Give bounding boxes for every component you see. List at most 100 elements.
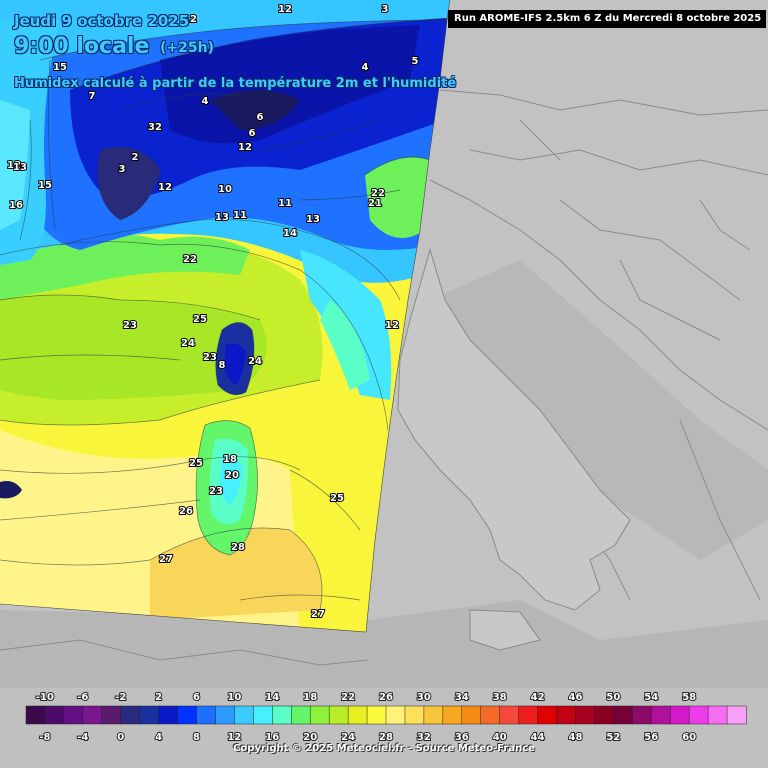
domain-edge [0, 0, 451, 633]
legend-top-label: 58 [682, 692, 696, 703]
legend-swatch [101, 705, 122, 725]
humidex-value-label: 22 [183, 254, 197, 265]
legend-swatch [44, 705, 65, 725]
humidex-value-label: 27 [159, 554, 173, 565]
legend-top-label: -2 [115, 692, 126, 703]
legend-bottom-label: 4 [155, 732, 162, 743]
legend-bottom-label: 0 [117, 732, 124, 743]
legend-bottom-label: 40 [493, 732, 507, 743]
humidex-value-label: 4 [362, 62, 369, 73]
humidex-value-label: 15 [93, 79, 107, 90]
legend-bottom-label: 36 [455, 732, 469, 743]
legend-bottom-labels: -8 -4 0 4 8 12 16 20 24 28 32 36 40 44 48 52 56 60 [38, 731, 697, 744]
legend-top-label: 42 [531, 692, 545, 703]
southern-sea [0, 600, 768, 690]
italy-landmass [397, 248, 631, 611]
map-description: Humidex calculé à partir de la températu… [14, 76, 457, 91]
legend-swatch [328, 705, 349, 725]
forecast-date: Jeudi 9 octobre 2025 [14, 12, 190, 30]
legend-swatch [499, 705, 520, 725]
legend-bottom-label: -4 [77, 732, 88, 743]
legend-bottom-label: 32 [417, 732, 431, 743]
legend-swatch [309, 705, 330, 725]
humidex-value-label: 15 [38, 180, 52, 191]
legend-swatch [707, 705, 728, 725]
legend-swatch [63, 705, 84, 725]
legend-swatch [120, 705, 141, 725]
copyright-notice: Copyright © 2025 Meteociel.fr - Source M… [233, 743, 535, 754]
humidex-value-label: 22 [371, 188, 385, 199]
legend-background [0, 688, 768, 768]
legend-bottom-label: 8 [193, 732, 200, 743]
humidex-value-label: 13 [13, 162, 27, 173]
legend-top-label: 2 [155, 692, 162, 703]
legend-bottom-label: 52 [606, 732, 620, 743]
legend-swatch [518, 705, 539, 725]
legend-swatch [215, 705, 235, 725]
humidex-value-label: 15 [53, 62, 67, 73]
legend-swatch [272, 705, 292, 725]
legend-swatch [556, 705, 577, 725]
legend-swatch [404, 705, 425, 725]
legend-top-label: 26 [379, 692, 393, 703]
legend-swatch [139, 705, 160, 725]
humidex-value-label: 8 [219, 360, 226, 371]
legend-bottom-label: 24 [341, 732, 355, 743]
legend-swatch [537, 705, 558, 725]
legend-swatch [82, 705, 103, 725]
humidex-value-label: 28 [231, 542, 245, 553]
legend-swatch [575, 705, 595, 725]
humidex-value-label: 16 [9, 200, 23, 211]
humidex-value-label: 7 [89, 91, 96, 102]
humidex-value-label: 11 [278, 198, 292, 209]
legend-top-label: 50 [606, 692, 620, 703]
humidex-value-label: 14 [283, 228, 297, 239]
legend-bottom-label: 12 [227, 732, 241, 743]
humidex-value-label: 10 [218, 184, 232, 195]
sicily [469, 609, 541, 651]
legend-swatch [594, 705, 614, 725]
legend-swatch [234, 705, 254, 725]
humidex-value-label: 32 [148, 122, 162, 133]
humidex-value-label: 24 [181, 338, 195, 349]
humidex-value-label: 6 [257, 112, 264, 123]
legend-swatch [726, 705, 747, 725]
legend-swatch [688, 705, 709, 725]
legend-swatch [25, 705, 46, 725]
legend-bottom-label: -8 [39, 732, 50, 743]
humidex-value-label: 12 [183, 14, 197, 25]
legend-swatch [385, 705, 406, 725]
legend-swatches [25, 705, 747, 725]
legend-top-label: 38 [493, 692, 507, 703]
legend-top-label: 14 [265, 692, 279, 703]
legend-bottom-label: 48 [569, 732, 583, 743]
legend-top-label: 18 [303, 692, 317, 703]
legend-swatch [632, 705, 652, 725]
humidex-value-label: 12 [238, 142, 252, 153]
humidex-value-label: 18 [223, 454, 237, 465]
humidex-value-label: 13 [306, 214, 320, 225]
humidex-value-label: 12 [158, 182, 172, 193]
adriatic-sea [430, 260, 768, 560]
humidex-value-label: 4 [202, 96, 209, 107]
humidex-value-label: 6 [249, 128, 256, 139]
model-domain-field [0, 0, 450, 632]
legend-bottom-label: 60 [682, 732, 696, 743]
humidex-value-label: 12 [385, 320, 399, 331]
legend-swatch [158, 705, 179, 725]
humidex-value-label: 23 [203, 352, 217, 363]
legend-top-label: 10 [227, 692, 241, 703]
legend-swatch [253, 705, 273, 725]
legend-bottom-label: 44 [531, 732, 545, 743]
humidex-value-label: 12 [278, 4, 292, 15]
legend-top-label: -10 [36, 692, 54, 703]
legend-bottom-label: 20 [303, 732, 317, 743]
lead-time: (+25h) [160, 40, 214, 56]
legend-top-label: 6 [193, 692, 200, 703]
humidex-value-label: 12 [7, 160, 21, 171]
contour-lines [0, 17, 450, 611]
legend-swatch [442, 705, 463, 725]
humidex-value-label: 2 [132, 152, 139, 163]
